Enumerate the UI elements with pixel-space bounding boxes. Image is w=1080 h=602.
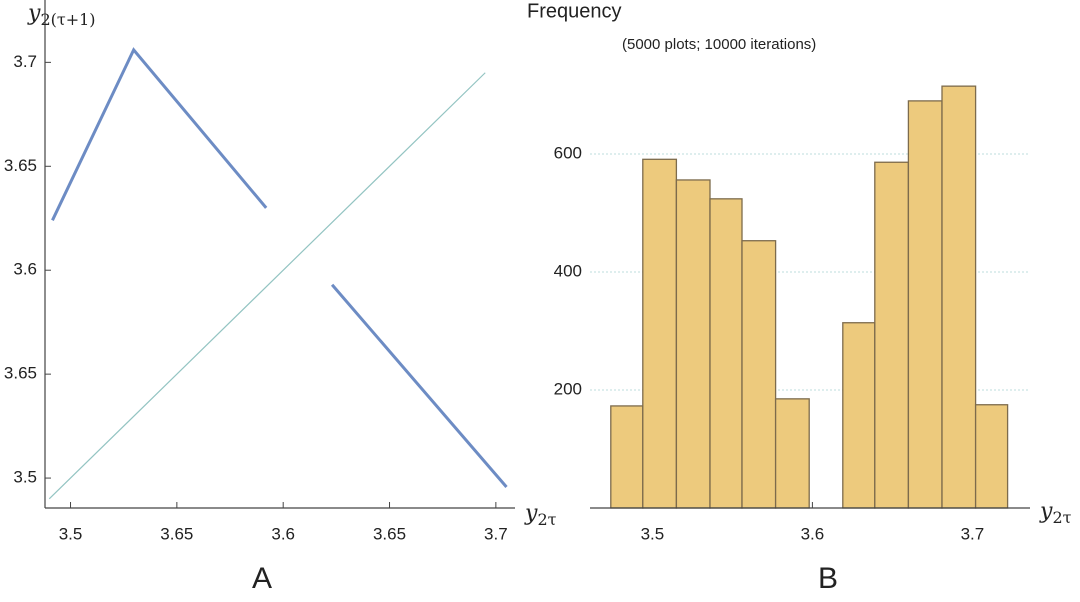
bar — [675, 179, 711, 509]
y-tick-label: 200 — [554, 379, 582, 398]
bar — [774, 398, 810, 509]
x-tick-label: 3.6 — [801, 524, 825, 543]
panel-label: B — [818, 562, 838, 595]
y-tick-label: 3.7 — [13, 52, 37, 71]
axis-label-base: y — [524, 501, 538, 526]
x-tick-label: 3.65 — [373, 524, 406, 543]
axis-label-sub: 2(τ+1) — [40, 10, 95, 29]
x-tick-label: 3.5 — [641, 524, 665, 543]
axis-label-base: y — [1039, 499, 1053, 524]
bar — [842, 322, 876, 509]
panel-label: A — [252, 562, 272, 595]
y-tick-label: 3.5 — [13, 468, 37, 487]
y-tick-label: 3.65 — [4, 364, 37, 383]
data-line — [51, 47, 508, 488]
x-tick-label: 3.7 — [484, 524, 508, 543]
y-tick-label: 3.6 — [13, 260, 37, 279]
bar — [974, 404, 1009, 509]
x-tick-label: 3.6 — [271, 524, 295, 543]
bar — [642, 158, 678, 509]
x-tick-label: 3.7 — [961, 524, 985, 543]
axis-label: y2τ — [1039, 499, 1072, 527]
bar — [907, 100, 943, 509]
data-line — [48, 72, 486, 500]
bar — [610, 405, 644, 509]
axis-label: Frequency — [527, 0, 622, 22]
x-tick-label: 3.65 — [160, 524, 193, 543]
bar — [709, 198, 743, 509]
y-tick-label: 600 — [554, 143, 582, 162]
axis-label-base: y — [27, 1, 41, 26]
bar — [941, 85, 977, 509]
y-tick-label: 3.65 — [4, 156, 37, 175]
bar — [741, 240, 777, 509]
subtitle: (5000 plots; 10000 iterations) — [622, 36, 816, 53]
axis-label: y2(τ+1) — [27, 1, 96, 29]
axis-label-sub: 2τ — [537, 510, 556, 529]
axis-label-sub: 2τ — [1052, 508, 1071, 527]
y-tick-label: 400 — [554, 261, 582, 280]
bar — [874, 161, 910, 509]
axis-label: y2τ — [524, 501, 557, 529]
x-tick-label: 3.5 — [59, 524, 83, 543]
